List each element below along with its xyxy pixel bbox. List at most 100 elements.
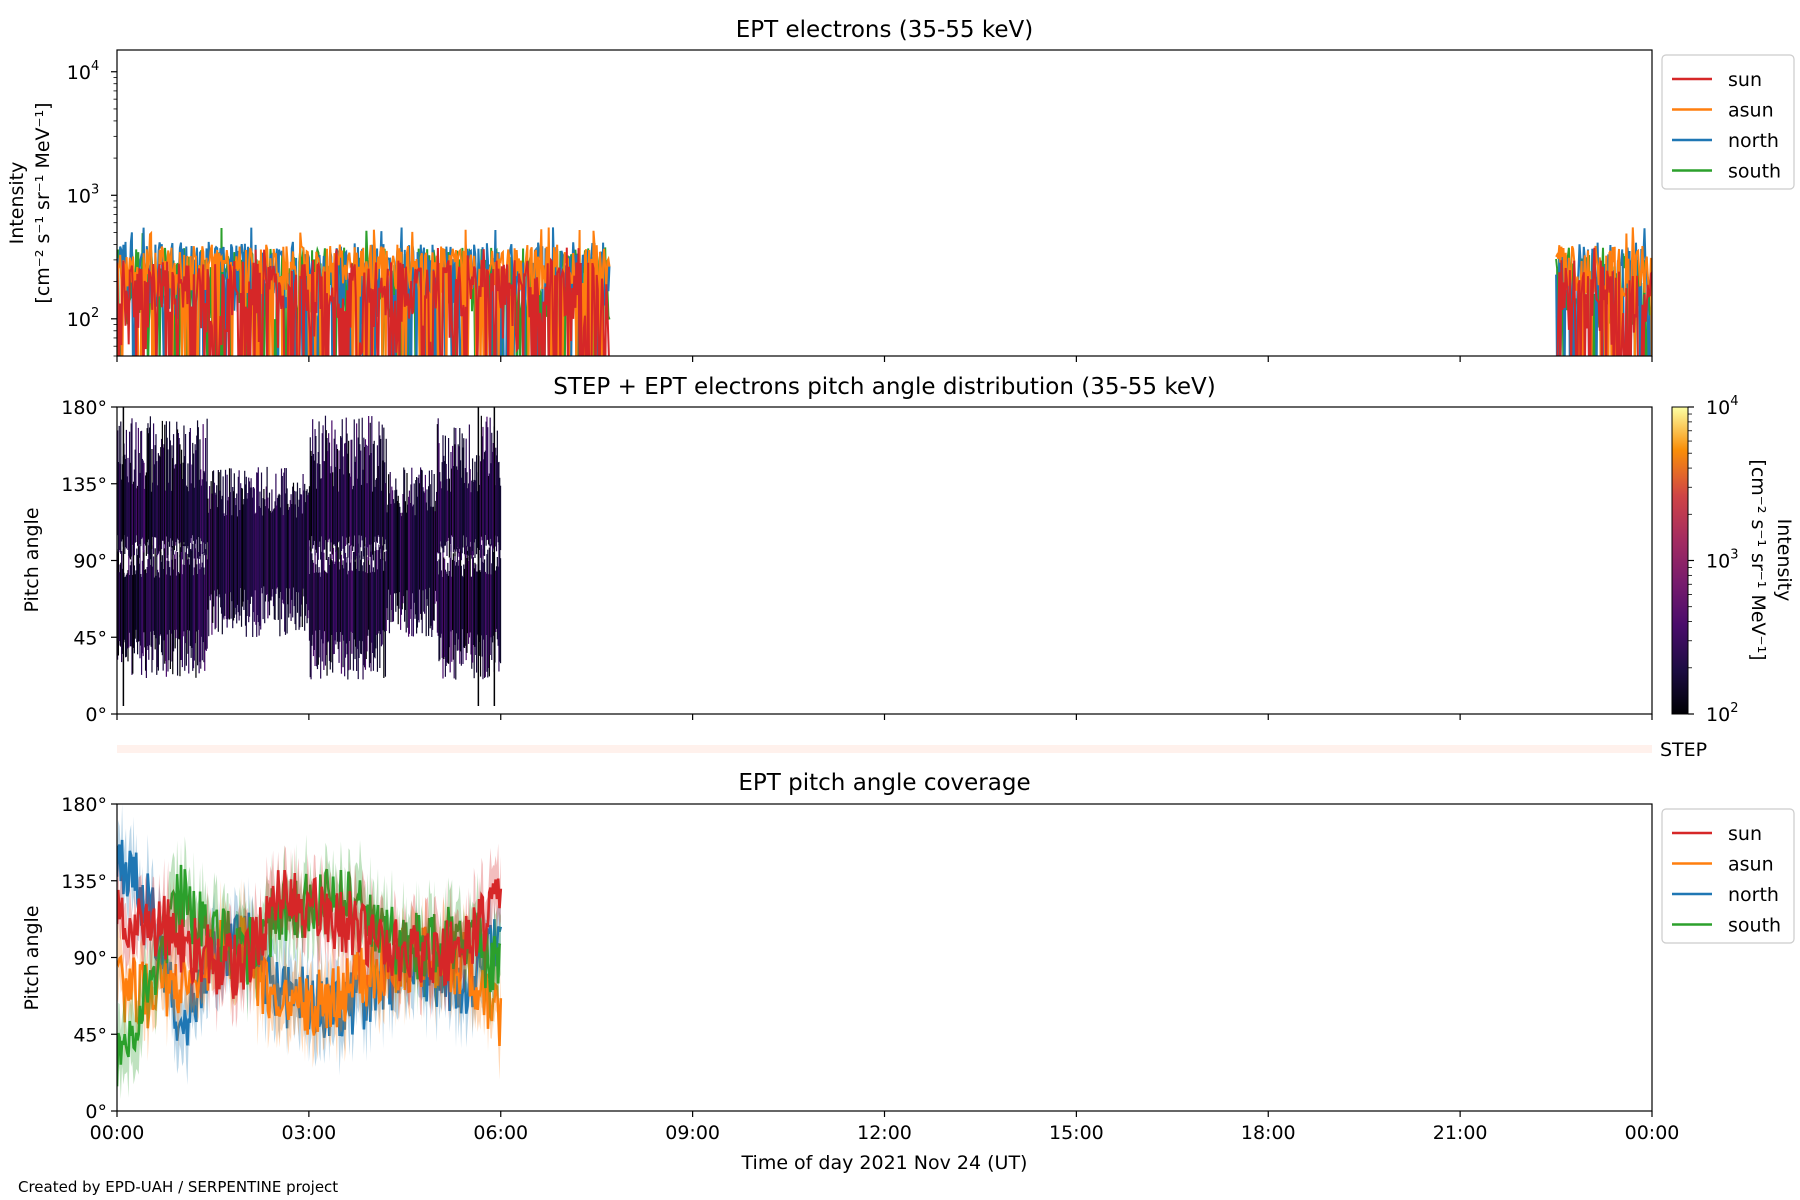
heatmap-cell (491, 545, 494, 643)
x-tick-label: 06:00 (473, 1122, 528, 1144)
heatmap-cell (240, 483, 242, 589)
heatmap-cell (192, 453, 195, 541)
heatmap-cell (489, 544, 491, 655)
heatmap-cell (479, 571, 482, 677)
heatmap-cell (200, 544, 202, 669)
heatmap-cell (420, 469, 422, 620)
heatmap-cell (475, 455, 478, 555)
heatmap-cell (315, 564, 317, 631)
heatmap-cell (128, 431, 131, 558)
heatmap-cell (472, 481, 474, 556)
heatmap-cell (391, 486, 393, 610)
heatmap-cell (213, 482, 215, 591)
heatmap-cell (415, 480, 417, 615)
heatmap-cell (332, 486, 335, 545)
heatmap-cell (396, 501, 399, 606)
heatmap-cell (495, 566, 498, 629)
heatmap-cell (496, 557, 498, 640)
heatmap-cell (228, 496, 230, 619)
heatmap-cell (323, 461, 325, 550)
heatmap-cell (302, 474, 304, 589)
heatmap-cell (374, 486, 376, 537)
heatmap-cell (260, 472, 263, 588)
heatmap-cell (345, 417, 347, 538)
heatmap-cell (491, 563, 493, 660)
heatmap-cell (164, 548, 167, 661)
heatmap-cell (152, 566, 154, 660)
heatmap-cell (325, 430, 327, 560)
heatmap-cell (438, 559, 440, 662)
heatmap-cell (447, 490, 449, 541)
heatmap-cell (336, 444, 338, 551)
heatmap-cell (309, 546, 311, 678)
heatmap-cell (190, 549, 192, 658)
heatmap-cell (180, 463, 182, 543)
colorbar-label-line2: [cm⁻² s⁻¹ sr⁻¹ MeV⁻¹] (1747, 459, 1769, 660)
heatmap-cell (141, 560, 143, 654)
y-tick-label: 103 (67, 182, 99, 207)
heatmap-cell (427, 510, 429, 606)
heatmap-cell (271, 489, 273, 597)
heatmap-cell (192, 442, 194, 536)
heatmap-cell (318, 421, 320, 547)
heatmap-cell (175, 551, 177, 639)
heatmap-cell (140, 430, 143, 539)
heatmap-cell (353, 551, 355, 640)
step-strip (117, 745, 1652, 753)
heatmap-cell (184, 552, 187, 644)
y-tick-label: 180° (61, 794, 107, 816)
heatmap-cell (314, 551, 316, 666)
heatmap-cell (496, 430, 498, 537)
heatmap-cell (229, 492, 231, 593)
heatmap-cell (144, 569, 147, 671)
heatmap-cell (376, 478, 378, 542)
heatmap-cell (399, 506, 401, 593)
heatmap-cell (157, 572, 159, 671)
heatmap-cell (423, 491, 425, 612)
heatmap-cell (199, 439, 201, 557)
heatmap-cell (242, 504, 244, 602)
heatmap-cell (483, 459, 485, 556)
heatmap-cell (117, 549, 119, 656)
heatmap-cell (443, 455, 445, 553)
heatmap-cell (364, 447, 366, 547)
heatmap-cell (413, 483, 415, 603)
heatmap-cell (130, 561, 132, 647)
heatmap-cell (373, 440, 375, 543)
heatmap-cell (379, 435, 381, 544)
heatmap-cell (169, 440, 171, 539)
heatmap-cell (140, 576, 143, 675)
heatmap-cell (392, 499, 395, 622)
heatmap-cell (153, 464, 155, 538)
heatmap-cell (455, 562, 458, 634)
heatmap-cell (280, 507, 282, 592)
heatmap-cell (195, 550, 197, 678)
heatmap-cell (197, 552, 199, 630)
heatmap-cell (424, 492, 426, 614)
heatmap-cell (450, 545, 452, 632)
heatmap-cell (447, 575, 450, 664)
heatmap-cell (241, 488, 243, 607)
heatmap-cell (204, 549, 207, 650)
heatmap-cell (364, 439, 367, 538)
x-tick-label: 15:00 (1049, 1122, 1104, 1144)
heatmap-cell (180, 449, 183, 552)
legend-label-north: north (1728, 884, 1779, 906)
series-south-band (117, 834, 501, 1111)
heatmap-cell (165, 421, 167, 537)
heatmap-cell (432, 506, 434, 621)
heatmap-cell (459, 460, 462, 551)
heatmap-cell (185, 545, 187, 666)
heatmap-cell (246, 498, 248, 616)
heatmap-cell (475, 564, 477, 655)
heatmap-cell (499, 558, 502, 664)
panel2-heatmap (117, 407, 502, 706)
heatmap-cell (430, 506, 432, 626)
heatmap-cell (336, 546, 339, 642)
heatmap-cell (483, 559, 486, 678)
heatmap-cell (143, 550, 145, 633)
heatmap-cell (124, 576, 127, 658)
heatmap-cell (458, 446, 460, 557)
heatmap-cell (406, 473, 408, 591)
heatmap-cell (442, 435, 444, 553)
